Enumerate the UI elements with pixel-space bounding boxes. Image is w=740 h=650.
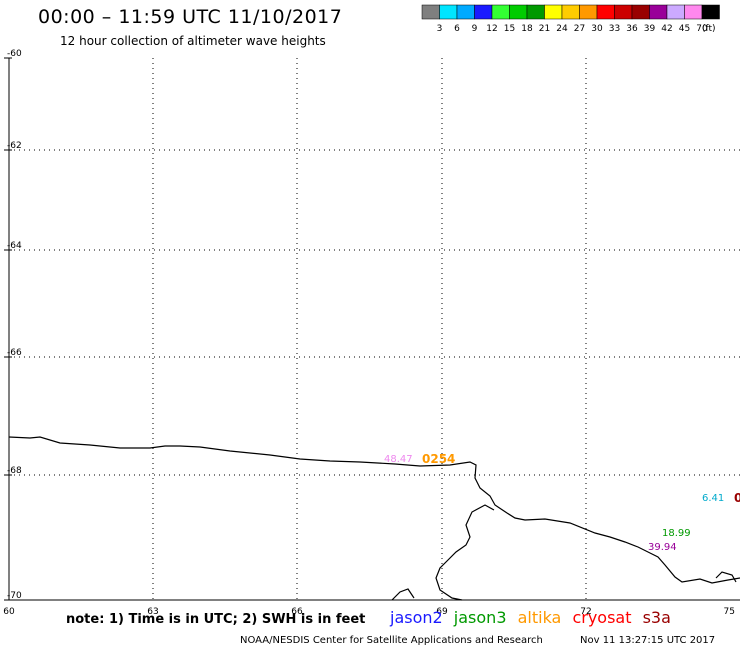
map-title: 00:00 – 11:59 UTC 11/10/2017 xyxy=(38,6,343,28)
legend-tick-label: 15 xyxy=(504,24,515,34)
latitude-label: -68 xyxy=(7,466,22,476)
observation-label: 39.94 xyxy=(648,542,677,553)
longitude-label: 66 xyxy=(291,607,303,617)
legend-tick-label: 24 xyxy=(556,24,568,34)
coastline-inlet xyxy=(435,504,495,601)
coastline-east-island xyxy=(715,571,737,583)
observation-label: 6.41 xyxy=(702,493,724,504)
legend-swatch xyxy=(701,4,720,20)
coastline-south xyxy=(391,588,415,601)
observation-label: 0 xyxy=(734,491,740,505)
legend-tick-label: 9 xyxy=(472,24,478,34)
longitude-label: 60 xyxy=(3,607,15,617)
legend-tick-label: 18 xyxy=(521,24,533,34)
legend-unit-label: (ft) xyxy=(702,24,716,34)
legend-tick-label: 42 xyxy=(661,24,672,34)
legend-tick-label: 6 xyxy=(454,24,460,34)
legend-tick-label: 33 xyxy=(609,24,620,34)
longitude-label: 63 xyxy=(147,607,158,617)
latitude-label: -64 xyxy=(7,241,22,251)
timestamp-text: Nov 11 13:27:15 UTC 2017 xyxy=(580,635,716,646)
map-subtitle: 12 hour collection of altimeter wave hei… xyxy=(60,34,326,48)
latitude-label: -62 xyxy=(7,141,22,151)
legend-tick-label: 70 xyxy=(696,24,708,34)
legend-tick-label: 27 xyxy=(574,24,585,34)
satellite-name: cryosat xyxy=(572,608,632,627)
satellite-name: jason2 xyxy=(390,608,443,627)
latitude-label: -70 xyxy=(7,591,22,601)
legend-tick-label: 12 xyxy=(486,24,497,34)
observation-label: 48.47 xyxy=(384,454,413,465)
latitude-label: -60 xyxy=(7,49,22,59)
latitude-labels: -60 -62 -64 -66 -68 -70 xyxy=(7,49,22,601)
legend-tick-label: 21 xyxy=(539,24,550,34)
wave-height-color-legend: 3 6 9 12 15 18 21 24 27 30 33 36 39 42 45 70(ft) xyxy=(421,4,720,34)
longitude-label: 75 xyxy=(724,607,735,617)
legend-tick-label: 30 xyxy=(591,24,603,34)
legend-tick-label: 45 xyxy=(679,24,690,34)
satellite-name: jason3 xyxy=(453,608,507,627)
units-note: note: 1) Time is in UTC; 2) SWH is in fe… xyxy=(66,612,366,627)
satellite-name: s3a xyxy=(642,608,671,627)
observation-label: 0254 xyxy=(422,452,455,466)
satellite-legend: jason2 jason3 altika cryosat s3a xyxy=(390,608,677,627)
observation-label: 18.99 xyxy=(662,528,691,539)
legend-tick-label: 3 xyxy=(437,24,443,34)
longitude-label: 69 xyxy=(436,607,448,617)
satellite-name: altika xyxy=(517,608,562,627)
coastline xyxy=(8,436,740,584)
credit-text: NOAA/NESDIS Center for Satellite Applica… xyxy=(240,635,543,646)
longitude-label: 72 xyxy=(580,607,591,617)
graticule xyxy=(4,57,740,601)
legend-tick-label: 36 xyxy=(626,24,638,34)
legend-tick-label: 39 xyxy=(644,24,656,34)
latitude-label: -66 xyxy=(7,348,22,358)
longitude-labels: 60 63 66 69 72 75 xyxy=(3,607,735,617)
